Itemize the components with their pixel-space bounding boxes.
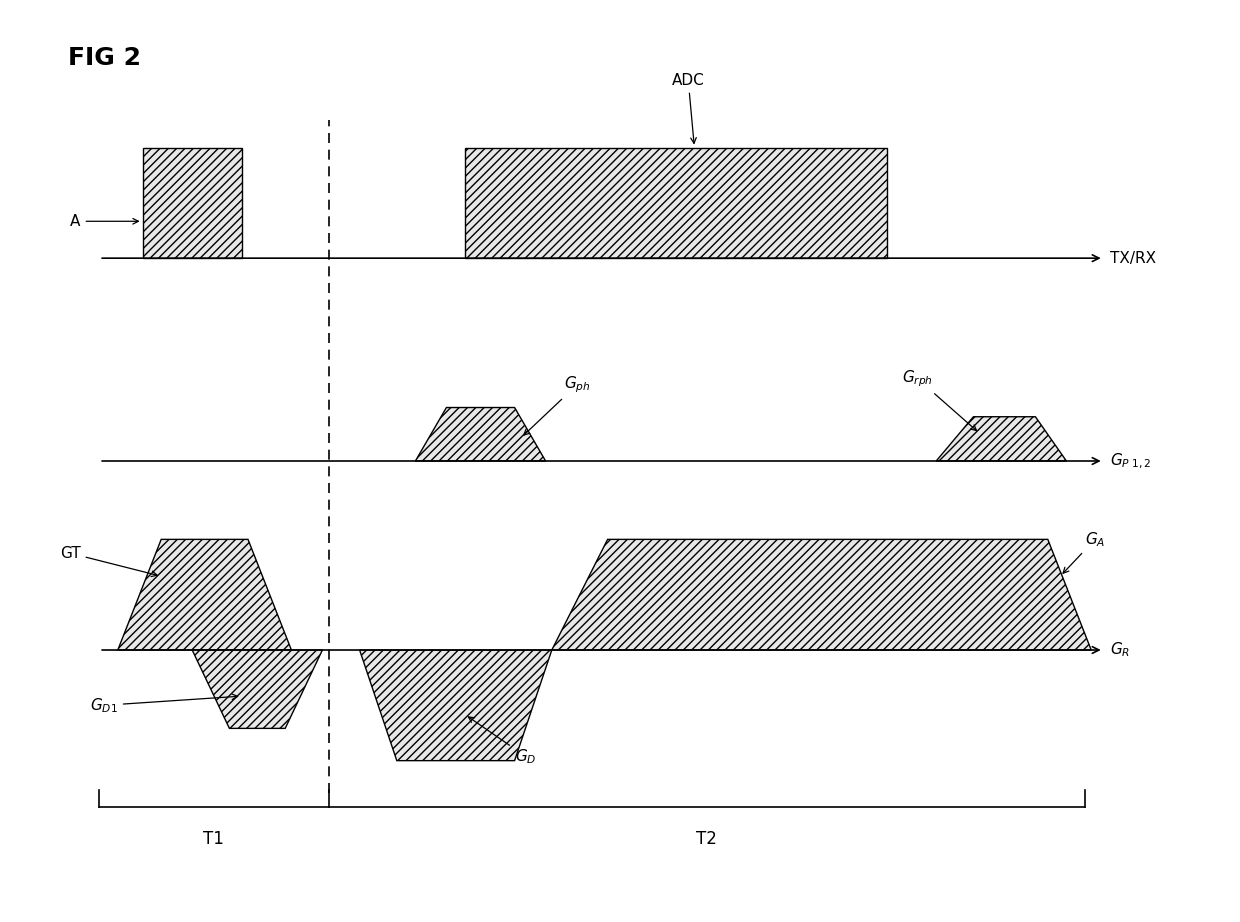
Text: $G_A$: $G_A$	[1063, 530, 1105, 573]
Polygon shape	[936, 417, 1066, 461]
Polygon shape	[118, 539, 291, 650]
Text: T1: T1	[203, 830, 224, 848]
Text: $G_{rph}$: $G_{rph}$	[903, 369, 976, 431]
Polygon shape	[192, 650, 322, 728]
Text: $G_R$: $G_R$	[1110, 641, 1130, 659]
Polygon shape	[552, 539, 1091, 650]
Text: GT: GT	[60, 546, 157, 576]
Text: A: A	[71, 214, 139, 229]
Polygon shape	[143, 148, 242, 258]
Text: $G_{P\ 1,2}$: $G_{P\ 1,2}$	[1110, 452, 1152, 470]
Text: ADC: ADC	[672, 73, 704, 143]
Polygon shape	[360, 650, 552, 761]
Polygon shape	[415, 408, 546, 461]
Polygon shape	[465, 148, 887, 258]
Text: T2: T2	[697, 830, 717, 848]
Text: $G_D$: $G_D$	[469, 717, 536, 765]
Text: $G_{D1}$: $G_{D1}$	[91, 694, 238, 715]
Text: FIG 2: FIG 2	[68, 46, 141, 70]
Text: $G_{ph}$: $G_{ph}$	[523, 374, 590, 435]
Text: TX/RX: TX/RX	[1110, 251, 1156, 266]
